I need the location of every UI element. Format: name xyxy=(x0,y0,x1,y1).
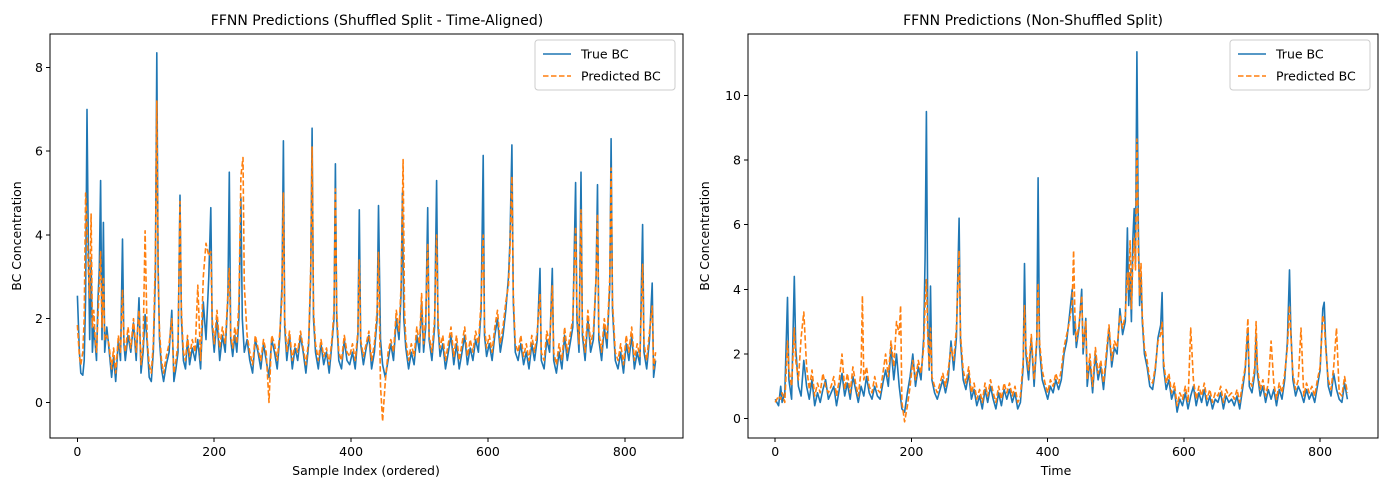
chart-right-y-tick-label: 4 xyxy=(733,282,741,297)
chart-right-axes-frame xyxy=(747,33,1379,439)
chart-right-series-true-bc-line xyxy=(774,51,1349,413)
chart-right-y-tick-label: 10 xyxy=(725,88,741,103)
chart-left-x-tick-label: 200 xyxy=(202,444,226,459)
chart-right-y-tick-label: 2 xyxy=(733,346,741,361)
chart-right-xlabel: Time xyxy=(1040,463,1072,478)
chart-left-legend-box xyxy=(534,39,676,91)
chart-left-x-tick-label: 0 xyxy=(73,444,81,459)
chart-left-series-predicted-bc-line xyxy=(76,100,657,423)
chart-right-ylabel: BC Concentration xyxy=(697,181,712,291)
chart-right-x-tick-label: 800 xyxy=(1308,444,1332,459)
chart-right-series-predicted-bc-line xyxy=(774,138,1349,423)
chart-right-x-tick-label: 400 xyxy=(1036,444,1060,459)
chart-left-xlabel: Sample Index (ordered) xyxy=(292,463,440,478)
chart-left-y-tick-label: 0 xyxy=(35,395,43,410)
chart-right-legend-label-true-bc: True BC xyxy=(1275,47,1324,62)
chart-right-y-tick-label: 0 xyxy=(733,411,741,426)
chart-left-legend: True BC Predicted BC xyxy=(534,39,676,91)
chart-right-legend: True BC Predicted BC xyxy=(1229,39,1371,91)
chart-left-y-tick-label: 2 xyxy=(35,311,43,326)
chart-left: FFNN Predictions (Shuffled Split - Time-… xyxy=(9,13,684,478)
chart-left-legend-label-predicted-bc: Predicted BC xyxy=(581,69,661,84)
chart-left-y-tick-label: 6 xyxy=(35,144,43,159)
chart-left-x-tick-label: 800 xyxy=(613,444,637,459)
chart-left-ylabel: BC Concentration xyxy=(9,181,24,291)
chart-left-legend-label-true-bc: True BC xyxy=(580,47,629,62)
chart-right-legend-label-predicted-bc: Predicted BC xyxy=(1276,69,1356,84)
chart-left-title: FFNN Predictions (Shuffled Split - Time-… xyxy=(211,13,543,29)
chart-right: FFNN Predictions (Non-Shuffled Split) Ti… xyxy=(697,13,1379,478)
chart-right-legend-box xyxy=(1229,39,1371,91)
chart-left-axes-frame xyxy=(49,33,684,439)
chart-left-x-tick-label: 600 xyxy=(476,444,500,459)
chart-right-x-tick-label: 200 xyxy=(900,444,924,459)
chart-left-y-tick-label: 8 xyxy=(35,60,43,75)
chart-right-x-tick-label: 0 xyxy=(771,444,779,459)
chart-left-y-tick-label: 4 xyxy=(35,227,43,242)
chart-right-title: FFNN Predictions (Non-Shuffled Split) xyxy=(903,13,1163,29)
chart-right-x-tick-label: 600 xyxy=(1172,444,1196,459)
chart-right-y-tick-label: 8 xyxy=(733,153,741,168)
chart-left-x-tick-label: 400 xyxy=(339,444,363,459)
chart-right-y-tick-label: 6 xyxy=(733,217,741,232)
